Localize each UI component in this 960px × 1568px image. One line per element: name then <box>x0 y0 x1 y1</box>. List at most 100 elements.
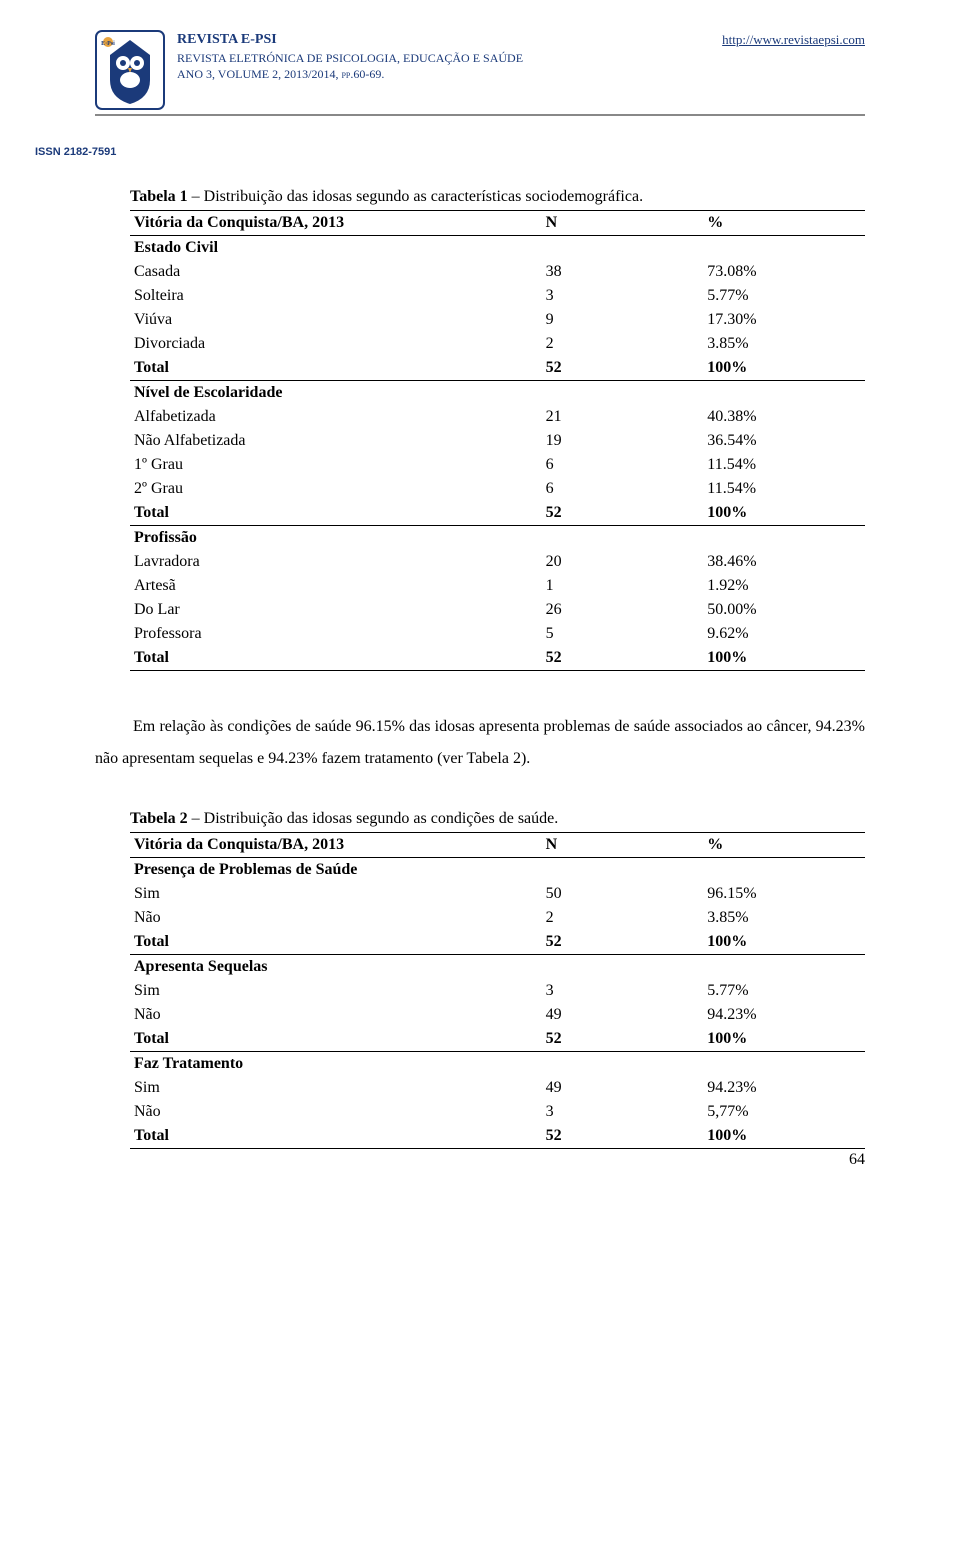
table-cell: Divorciada <box>130 332 542 356</box>
table-cell: 9 <box>542 308 704 332</box>
table-section-header: Estado Civil <box>130 236 865 261</box>
table-cell: Viúva <box>130 308 542 332</box>
table-row: Casada3873.08% <box>130 260 865 284</box>
table-cell: Não <box>130 1003 542 1027</box>
journal-title: REVISTA E-PSI <box>177 30 710 50</box>
table-2-label: Tabela 2 <box>130 810 188 827</box>
table-row: Artesã11.92% <box>130 574 865 598</box>
table-section-header: Profissão <box>130 526 865 551</box>
table-1-head-c3: % <box>707 214 723 231</box>
table-row: Lavradora2038.46% <box>130 550 865 574</box>
table-total-row: Total52100% <box>130 1124 865 1149</box>
table-row: Não35,77% <box>130 1100 865 1124</box>
table-cell: 3 <box>542 979 704 1003</box>
table-cell: Artesã <box>130 574 542 598</box>
table-row: Sim4994.23% <box>130 1076 865 1100</box>
table-2-title-rest: – Distribuição das idosas segundo as con… <box>188 810 559 827</box>
table-cell: 52 <box>542 1027 704 1052</box>
table-row: 2º Grau611.54% <box>130 477 865 501</box>
table-cell: Total <box>130 501 542 526</box>
table-cell: 50 <box>542 882 704 906</box>
table-cell: Solteira <box>130 284 542 308</box>
table-2-title: Tabela 2 – Distribuição das idosas segun… <box>130 810 865 828</box>
table-row: Do Lar2650.00% <box>130 598 865 622</box>
table-2-head-c1: Vitória da Conquista/BA, 2013 <box>134 836 344 853</box>
table-1-label: Tabela 1 <box>130 188 188 205</box>
table-section-header: Faz Tratamento <box>130 1052 865 1077</box>
table-cell: 49 <box>542 1076 704 1100</box>
table-cell: 21 <box>542 405 704 429</box>
section-name: Presença de Problemas de Saúde <box>130 858 865 883</box>
table-cell: Não <box>130 906 542 930</box>
table-cell: Sim <box>130 882 542 906</box>
section-name: Apresenta Sequelas <box>130 955 865 980</box>
table-cell: 100% <box>703 1027 865 1052</box>
table-cell: 100% <box>703 930 865 955</box>
table-row: Sim5096.15% <box>130 882 865 906</box>
journal-logo: E·Psi <box>95 30 165 110</box>
table-cell: Do Lar <box>130 598 542 622</box>
table-cell: 52 <box>542 501 704 526</box>
table-cell: 19 <box>542 429 704 453</box>
table-cell: 11.54% <box>703 453 865 477</box>
table-1-head-c1: Vitória da Conquista/BA, 2013 <box>134 214 344 231</box>
table-cell: 73.08% <box>703 260 865 284</box>
journal-url-link[interactable]: http://www.revistaepsi.com <box>722 32 865 48</box>
table-row: Não Alfabetizada1936.54% <box>130 429 865 453</box>
table-total-row: Total52100% <box>130 1027 865 1052</box>
table-2-header-row: Vitória da Conquista/BA, 2013 N % <box>130 833 865 858</box>
section-name: Faz Tratamento <box>130 1052 865 1077</box>
table-cell: 100% <box>703 1124 865 1149</box>
table-cell: Lavradora <box>130 550 542 574</box>
table-cell: 100% <box>703 356 865 381</box>
table-cell: 1 <box>542 574 704 598</box>
table-2-block: Tabela 2 – Distribuição das idosas segun… <box>130 810 865 1149</box>
table-cell: Não <box>130 1100 542 1124</box>
table-cell: 26 <box>542 598 704 622</box>
table-cell: 6 <box>542 453 704 477</box>
page-number: 64 <box>849 1151 865 1169</box>
header-text-block: REVISTA E-PSI REVISTA ELETRÓNICA DE PSIC… <box>177 30 710 83</box>
table-row: Não4994.23% <box>130 1003 865 1027</box>
table-cell: 2º Grau <box>130 477 542 501</box>
table-cell: 1.92% <box>703 574 865 598</box>
journal-issue: ANO 3, VOLUME 2, 2013/2014, pp.60-69. <box>177 66 710 83</box>
table-1-title-rest: – Distribuição das idosas segundo as car… <box>188 188 643 205</box>
table-cell: Não Alfabetizada <box>130 429 542 453</box>
table-2-head-c2: N <box>546 836 558 853</box>
table-row: Alfabetizada2140.38% <box>130 405 865 429</box>
table-1-header-row: Vitória da Conquista/BA, 2013 N % <box>130 211 865 236</box>
svg-text:E·Psi: E·Psi <box>101 41 115 47</box>
table-cell: 20 <box>542 550 704 574</box>
section-name: Nível de Escolaridade <box>130 381 865 406</box>
table-cell: 3 <box>542 1100 704 1124</box>
page-header: E·Psi REVISTA E-PSI REVISTA ELETRÓNICA D… <box>95 30 865 116</box>
table-cell: Total <box>130 930 542 955</box>
table-cell: 6 <box>542 477 704 501</box>
table-cell: Professora <box>130 622 542 646</box>
table-row: Não23.85% <box>130 906 865 930</box>
body-paragraph: Em relação às condições de saúde 96.15% … <box>95 711 865 775</box>
table-row: Divorciada23.85% <box>130 332 865 356</box>
table-cell: 5,77% <box>703 1100 865 1124</box>
table-cell: 50.00% <box>703 598 865 622</box>
table-row: Sim35.77% <box>130 979 865 1003</box>
table-cell: 1º Grau <box>130 453 542 477</box>
table-cell: 36.54% <box>703 429 865 453</box>
table-cell: Total <box>130 1027 542 1052</box>
table-cell: Sim <box>130 979 542 1003</box>
table-total-row: Total52100% <box>130 356 865 381</box>
table-row: Professora59.62% <box>130 622 865 646</box>
table-section-header: Presença de Problemas de Saúde <box>130 858 865 883</box>
table-cell: 38.46% <box>703 550 865 574</box>
section-name: Estado Civil <box>130 236 865 261</box>
table-total-row: Total52100% <box>130 501 865 526</box>
table-section-header: Nível de Escolaridade <box>130 381 865 406</box>
table-cell: 17.30% <box>703 308 865 332</box>
table-cell: 52 <box>542 930 704 955</box>
table-cell: Casada <box>130 260 542 284</box>
table-cell: Sim <box>130 1076 542 1100</box>
page: E·Psi REVISTA E-PSI REVISTA ELETRÓNICA D… <box>0 0 960 1189</box>
table-cell: 100% <box>703 501 865 526</box>
table-cell: 52 <box>542 356 704 381</box>
